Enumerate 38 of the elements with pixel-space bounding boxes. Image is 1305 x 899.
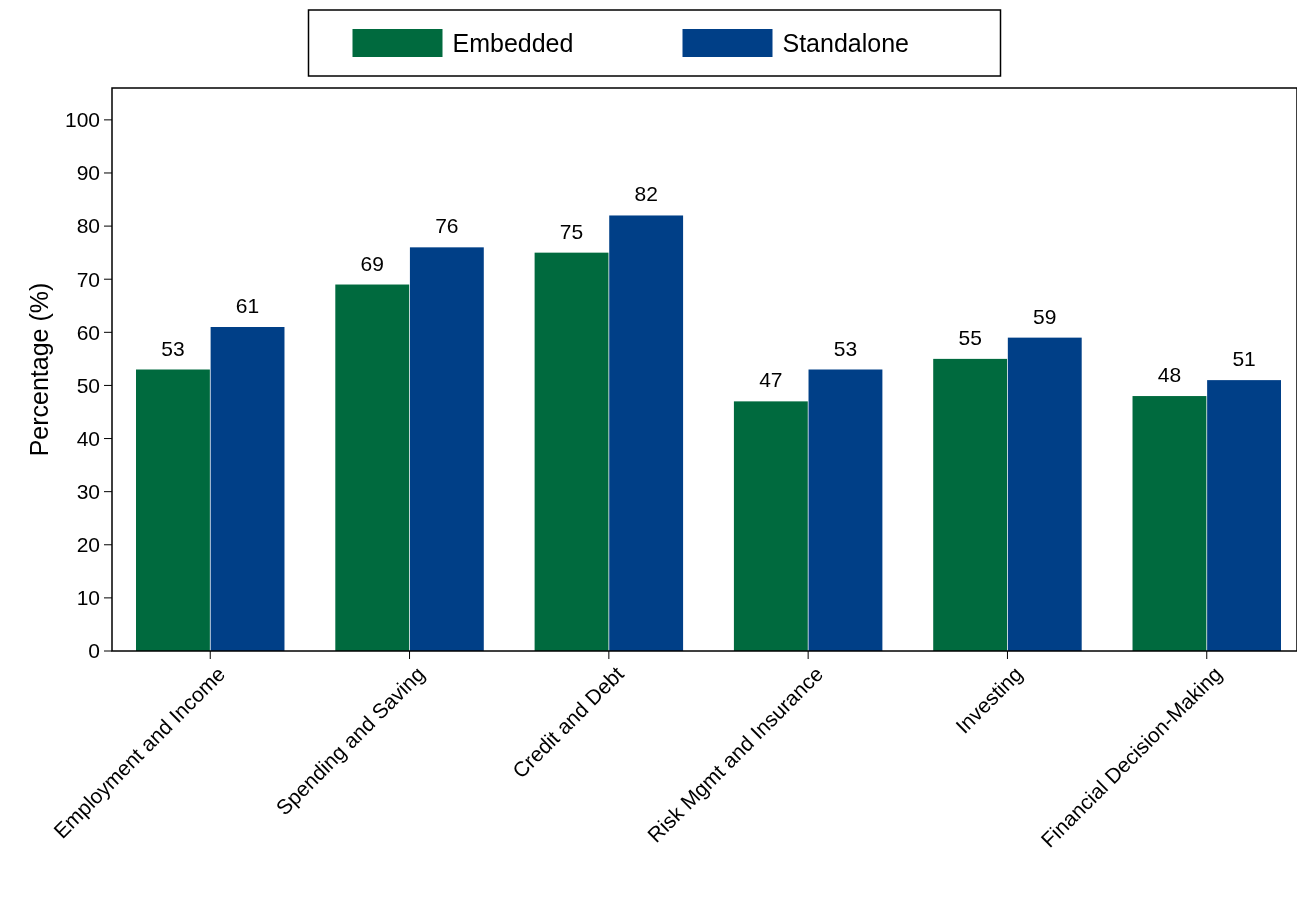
data-label: 69 [360, 251, 384, 275]
bar [534, 252, 609, 651]
data-label: 55 [958, 325, 982, 349]
y-tick-label: 70 [76, 267, 100, 291]
data-label: 53 [833, 336, 858, 360]
bar [808, 369, 883, 651]
y-tick-label: 30 [76, 480, 100, 504]
y-tick-label: 50 [76, 373, 100, 397]
bar [609, 215, 684, 651]
data-label: 75 [559, 219, 584, 243]
y-tick-label: 100 [64, 108, 100, 132]
bar [409, 247, 484, 651]
y-tick-label: 40 [76, 426, 100, 450]
y-tick-label: 0 [88, 639, 100, 663]
bar [335, 284, 410, 651]
bar [1132, 396, 1207, 651]
data-label: 47 [759, 368, 783, 392]
bar [733, 401, 808, 651]
y-tick-label: 20 [76, 533, 100, 557]
y-tick-label: 10 [76, 586, 100, 610]
y-tick-label: 80 [76, 214, 100, 238]
legend-label: Standalone [782, 28, 910, 57]
data-label: 53 [161, 336, 185, 360]
bar [933, 358, 1008, 651]
y-tick-label: 90 [76, 161, 100, 185]
data-label: 59 [1033, 304, 1057, 328]
y-tick-label: 60 [76, 320, 100, 344]
data-label: 48 [1157, 363, 1182, 387]
data-label: 82 [634, 182, 658, 206]
bar [210, 327, 285, 651]
data-label: 61 [235, 294, 260, 318]
data-label: 51 [1232, 347, 1256, 371]
bar [1007, 337, 1082, 651]
legend-label: Embedded [452, 28, 574, 57]
y-axis-title: Percentage (%) [25, 282, 53, 457]
bar [1207, 380, 1281, 651]
bar [136, 369, 210, 651]
data-label: 76 [435, 214, 459, 238]
